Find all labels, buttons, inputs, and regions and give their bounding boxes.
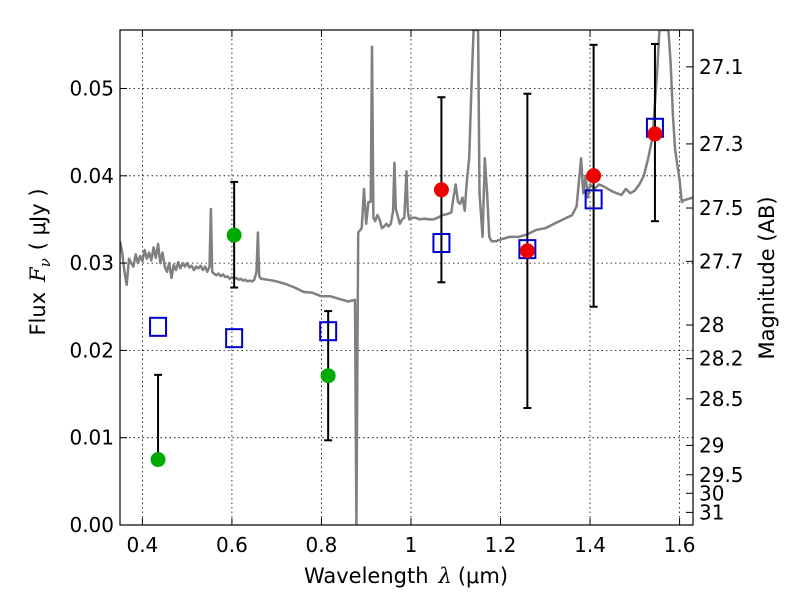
model-square: [319, 321, 338, 342]
x-tick-label: 0.4: [126, 533, 158, 557]
y-axis-unit: ( μJy ): [26, 188, 50, 250]
x-axis-unit: (μm): [458, 564, 508, 588]
y2-axis-title: Magnitude (AB): [755, 196, 779, 359]
magnitude-tick-label: 28: [699, 313, 724, 337]
magnitude-tick-label: 27.3: [699, 132, 744, 156]
magnitude-tick-label: 30: [699, 481, 724, 505]
spectrum-series: [120, 30, 693, 525]
plot-area: [120, 30, 693, 525]
model-square: [432, 233, 451, 254]
model-square: [225, 328, 244, 349]
red-data-point: [433, 182, 449, 198]
magnitude-tick-label: 31: [699, 500, 724, 524]
y-tick-label: 0.00: [69, 513, 114, 537]
green-data-point: [226, 227, 242, 243]
error-bars: [154, 42, 659, 461]
magnitude-tick-label: 29: [699, 433, 724, 457]
x-tick-label: 1.6: [664, 533, 696, 557]
magnitude-tick-label: 29.5: [699, 463, 744, 487]
x-axis-title-text: Wavelength: [304, 564, 429, 588]
y-tick-label: 0.01: [69, 426, 114, 450]
magnitude-tick-label: 28.2: [699, 347, 744, 371]
y-axis-title-text: Flux: [26, 292, 50, 336]
y-tick-label: 0.05: [69, 76, 114, 100]
magnitude-tick-label: 27.1: [699, 55, 744, 79]
x-axis-title: Wavelength λ (μm): [304, 564, 508, 588]
x-tick-label: 1.2: [485, 533, 517, 557]
x-tick-labels: 0.4 0.6 0.8 1 1.2 1.4 1.6: [126, 533, 695, 557]
magnitude-tick-label: 27.7: [699, 249, 744, 273]
y-tick-label: 0.04: [69, 164, 114, 188]
y-axis-symbol: F: [26, 266, 50, 283]
y-tick-label: 0.03: [69, 251, 114, 275]
x-tick-label: 0.8: [306, 533, 338, 557]
y-axis-title: Flux Fν ( μJy ): [26, 188, 54, 335]
x-axis-symbol: λ: [438, 564, 452, 588]
plot-frame: [119, 29, 694, 526]
red-data-point: [647, 126, 663, 142]
x-tick-label: 0.6: [216, 533, 248, 557]
model-square: [149, 316, 168, 337]
measured-points: [150, 126, 663, 468]
x-tick-label: 1: [405, 533, 418, 557]
green-data-point: [150, 452, 166, 468]
axis-ticks: [120, 30, 693, 526]
grid-lines: [120, 30, 693, 525]
model-square: [584, 189, 603, 210]
y-tick-label: 0.02: [69, 338, 114, 362]
red-data-point: [519, 243, 535, 259]
magnitude-tick-label: 27.5: [699, 196, 744, 220]
magnitude-tick-label: 28.5: [699, 387, 744, 411]
spectrum-line: [120, 30, 693, 525]
green-data-point: [320, 368, 336, 384]
x-tick-label: 1.4: [574, 533, 606, 557]
model-squares: [149, 117, 664, 349]
y-axis-subscript: ν: [36, 258, 54, 267]
y-tick-labels: 0.00 0.01 0.02 0.03 0.04 0.05: [69, 76, 114, 537]
red-data-point: [586, 168, 602, 184]
